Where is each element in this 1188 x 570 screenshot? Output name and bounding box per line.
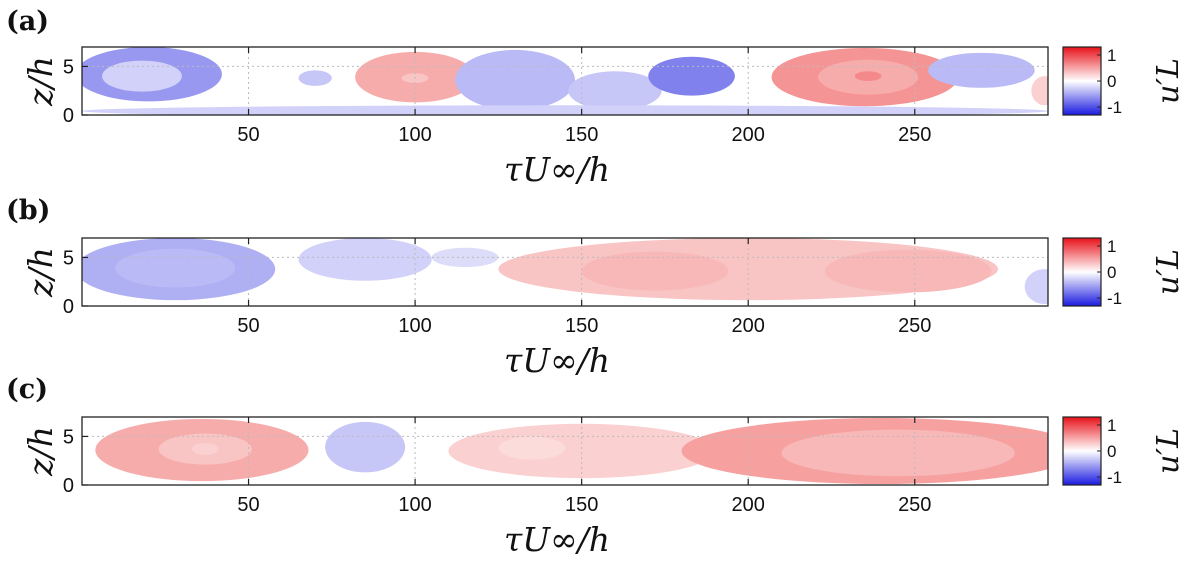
colorbar-gradient: [1062, 46, 1102, 116]
x-axis-label: τU∞/h: [504, 520, 610, 559]
negative-contour-region: [298, 70, 332, 86]
x-tick-label: 250: [898, 494, 931, 516]
colorbar-gradient: [1062, 416, 1102, 486]
x-tick-label: 50: [237, 315, 259, 337]
panel-label: (c): [6, 374, 48, 405]
y-tick-label: 5: [63, 426, 74, 448]
x-tick-label: 100: [398, 124, 431, 146]
negative-contour-region: [298, 238, 432, 281]
y-axis-label: z/h: [21, 426, 60, 477]
colorbar-tick-label: -1: [1107, 289, 1122, 308]
y-tick-label: 0: [63, 105, 74, 127]
positive-contour-region: [824, 249, 992, 293]
negative-contour-region: [101, 60, 182, 92]
panel-a: (a) 50 100 150 200 250 0 5 z/h τU∞/h 1 0 -1 u′L: [6, 6, 1186, 189]
panel-b: (b) 50 100 150 200 250 0 5 z/h τU∞/h 1 0 -1 u′L: [6, 195, 1186, 380]
colorbar-tick-label: 1: [1107, 46, 1116, 65]
negative-contour-region: [648, 56, 735, 96]
colorbar: 1 0 -1: [1062, 416, 1122, 487]
colorbar-tick-label: 0: [1107, 263, 1116, 282]
x-axis-label: τU∞/h: [504, 150, 610, 189]
positive-contour-region: [581, 251, 729, 291]
colorbar-tick-label: 0: [1107, 442, 1116, 461]
colorbar-tick-label: 1: [1107, 237, 1116, 256]
colorbar: 1 0 -1: [1062, 237, 1122, 308]
positive-contour-region: [448, 423, 715, 479]
positive-contour-region: [854, 71, 882, 82]
heatmap-field: [82, 238, 1048, 306]
positive-contour-region: [498, 436, 565, 460]
x-tick-label: 50: [237, 124, 259, 146]
negative-contour-region: [1024, 269, 1048, 305]
colorbar-tick-label: 0: [1107, 72, 1116, 91]
heatmap-field: [82, 47, 1048, 115]
x-tick-label: 100: [398, 315, 431, 337]
x-tick-label: 50: [237, 494, 259, 516]
x-tick-label: 200: [732, 494, 765, 516]
y-tick-label: 0: [63, 296, 74, 318]
x-tick-label: 250: [898, 124, 931, 146]
panel-c: (c) 50 100 150 200 250 0 5 z/h τU∞/h 1 0 -1 u′L: [6, 374, 1186, 559]
panel-label: (b): [6, 195, 50, 226]
colorbar-tick-label: -1: [1107, 468, 1122, 487]
x-tick-label: 200: [732, 124, 765, 146]
colorbar-gradient: [1062, 237, 1102, 307]
x-tick-label: 150: [565, 315, 598, 337]
x-tick-label: 150: [565, 124, 598, 146]
colorbar-label: u′L: [1151, 249, 1186, 295]
negative-contour-region: [82, 105, 1048, 115]
colorbar-tick-label: 1: [1107, 416, 1116, 435]
positive-contour-region: [1031, 76, 1048, 106]
heatmap-plot: 50 100 150 200 250 0 5: [63, 46, 1049, 146]
heatmap-field: [82, 417, 1048, 485]
plot-frame: [81, 237, 1049, 307]
colorbar: 1 0 -1: [1062, 46, 1122, 117]
y-axis-label: z/h: [21, 247, 60, 298]
x-axis-label: τU∞/h: [504, 341, 610, 380]
negative-contour-region: [431, 247, 499, 268]
positive-contour-region: [861, 437, 982, 469]
x-tick-label: 100: [398, 494, 431, 516]
y-tick-label: 5: [63, 247, 74, 269]
negative-contour-region: [325, 421, 406, 473]
x-tick-label: 250: [898, 315, 931, 337]
panel-label: (a): [6, 6, 49, 37]
negative-contour-region: [455, 49, 575, 111]
negative-contour-region: [115, 248, 236, 288]
positive-contour-region: [191, 443, 219, 455]
colorbar-label: u′L: [1151, 58, 1186, 104]
negative-contour-region: [928, 52, 1035, 88]
y-axis-label: z/h: [21, 56, 60, 107]
y-tick-label: 0: [63, 475, 74, 497]
colorbar-tick-label: -1: [1107, 98, 1122, 117]
plot-frame: [81, 416, 1049, 486]
negative-contour-region: [568, 71, 662, 111]
colorbar-label: u′L: [1151, 428, 1186, 474]
y-tick-label: 5: [63, 56, 74, 78]
heatmap-plot: 50 100 150 200 250 0 5: [63, 416, 1049, 516]
x-tick-label: 150: [565, 494, 598, 516]
heatmap-plot: 50 100 150 200 250 0 5: [63, 237, 1049, 337]
plot-frame: [81, 46, 1049, 116]
x-tick-label: 200: [732, 315, 765, 337]
